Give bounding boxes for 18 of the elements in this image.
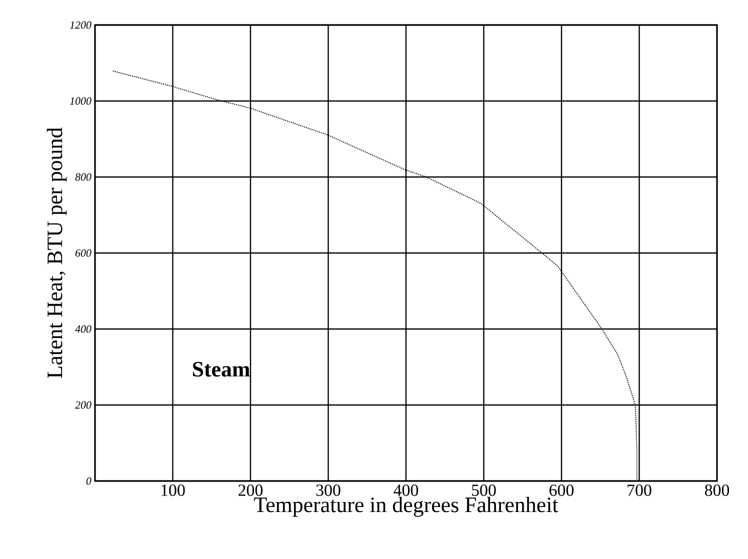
x-tick-label: 200 [238, 484, 263, 496]
x-tick-label: 700 [628, 484, 652, 496]
y-axis-title: Latent Heat, BTU per pound [46, 128, 67, 378]
y-tick-label: 200 [75, 401, 92, 409]
x-tick-label: 600 [550, 484, 574, 496]
x-tick-label: 300 [316, 484, 340, 496]
y-tick-label: 1000 [70, 97, 92, 105]
x-tick-label: 400 [394, 484, 418, 496]
x-axis-title: Temperature in degrees Fahrenheit [254, 496, 558, 517]
y-tick-label: 1200 [70, 21, 92, 29]
y-tick-label: 600 [75, 249, 92, 257]
y-tick-label: 0 [86, 477, 92, 485]
y-tick-label: 800 [75, 173, 92, 181]
text: Steam [192, 362, 250, 377]
x-tick-label: 800 [704, 484, 730, 496]
y-tick-label: 400 [75, 325, 92, 333]
x-tick-label: 500 [472, 484, 496, 496]
x-tick-label: 100 [162, 484, 185, 496]
